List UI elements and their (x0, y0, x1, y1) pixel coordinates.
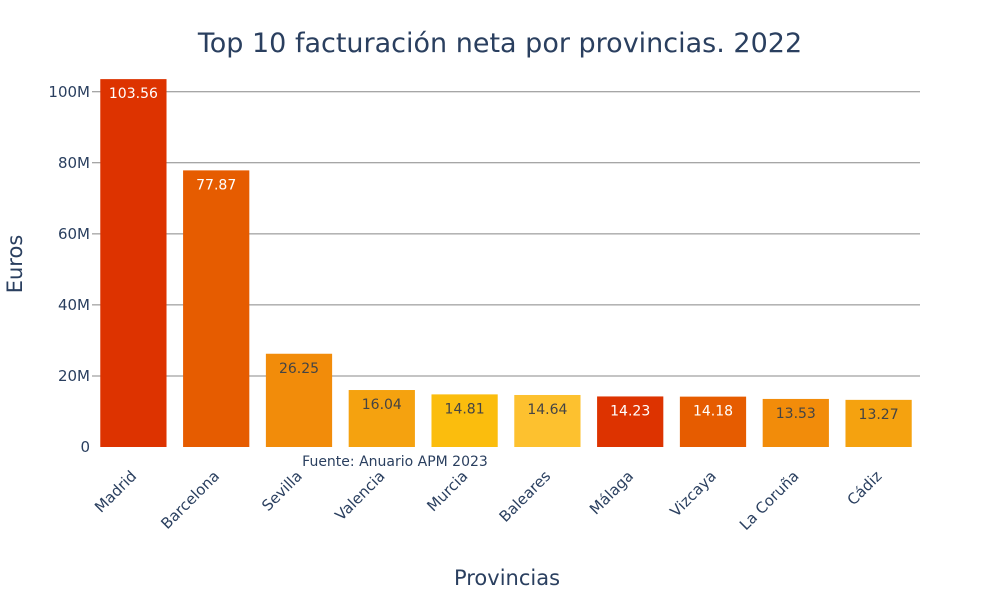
bar-value-label: 26.25 (279, 361, 319, 377)
y-tick-label: 60M (58, 225, 90, 243)
bar (762, 398, 829, 447)
y-tick-label: 20M (58, 367, 90, 385)
source-annotation: Fuente: Anuario APM 2023 (302, 454, 488, 470)
bar-value-label: 14.18 (693, 404, 733, 420)
x-tick-label: La Coruña (736, 467, 803, 534)
y-tick-label: 40M (58, 296, 90, 314)
bar-value-label: 13.27 (859, 407, 899, 423)
y-axis-title: Euros (3, 235, 27, 294)
x-tick-label: Madrid (91, 467, 140, 516)
bar-value-label: 16.04 (362, 397, 402, 413)
bar-value-label: 13.53 (776, 406, 816, 422)
x-tick-label: Valencia (331, 467, 388, 524)
bar (514, 394, 581, 447)
x-tick-label: Barcelona (157, 467, 223, 533)
y-tick-label: 0 (80, 438, 90, 456)
x-axis-title: Provincias (454, 566, 560, 590)
x-tick-label: Málaga (586, 467, 637, 518)
x-tick-label: Cádiz (844, 467, 886, 509)
bar (597, 396, 664, 447)
bar (679, 396, 747, 447)
bar (845, 399, 912, 447)
y-tick-label: 80M (58, 154, 90, 172)
y-tick-label: 100M (48, 83, 90, 101)
chart-title: Top 10 facturación neta por provincias. … (197, 28, 802, 59)
bar-value-label: 14.81 (445, 401, 485, 417)
bar (100, 79, 167, 448)
bar-value-label: 14.23 (610, 403, 650, 419)
x-tick-label: Baleares (496, 467, 555, 526)
bar (265, 353, 333, 447)
bar (183, 170, 250, 447)
x-tick-label: Murcia (423, 467, 471, 515)
bars (100, 79, 912, 448)
bar-value-label: 77.87 (196, 177, 236, 193)
x-tick-label: Sevilla (258, 467, 306, 515)
x-tick-label: Vizcaya (666, 467, 719, 520)
x-tick-labels: Madrid Barcelona Sevilla Valencia Murcia Bale… (91, 467, 885, 534)
bar (348, 390, 415, 447)
bar (431, 394, 498, 447)
bar-value-label: 103.56 (109, 86, 158, 102)
y-tick-labels: 0 20M 40M 60M 80M 100M (48, 83, 90, 456)
bar-value-label: 14.64 (527, 402, 567, 418)
bar-value-labels: 103.56 77.87 26.25 16.04 14.81 14.64 14.23 14.1… (109, 86, 899, 423)
